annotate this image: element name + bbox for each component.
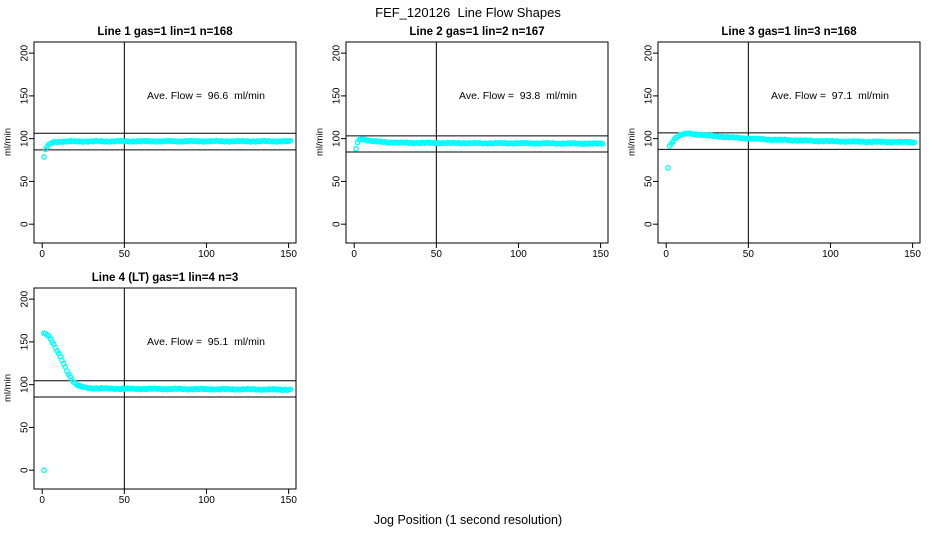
panel-line-1: 0 50 100 150 0 50 100 150 200 Line 1 gas=1 lin=1… [0,26,312,262]
x-axis-label: Jog Position (1 second resolution) [373,513,563,527]
y-tick-label: 200 [644,44,655,61]
x-tick-label: 0 [663,249,669,260]
y-tick-label: 200 [332,44,343,61]
x-tick-label: 150 [280,249,297,260]
y-tick-label: 200 [20,44,31,61]
plot-box [657,41,921,244]
panel-title: Line 3 gas=1 lin=3 n=168 [721,26,857,38]
panel-line-4: 0 50 100 150 0 50 100 150 200 Line 4 (LT) gas=1 … [0,272,312,508]
x-tick-label: 100 [198,495,215,506]
ave-flow-annotation: Ave. Flow = 97.1 ml/min [771,90,889,102]
y-tick-label: 150 [332,87,343,104]
plot-area-line-1: 0 50 100 150 0 50 100 150 200 [20,41,297,260]
plot-area-line-2: 0 50 100 150 0 50 100 150 200 [332,41,609,260]
data-point [599,141,606,147]
x-tick-label: 150 [904,249,921,260]
y-tick-label: 0 [20,221,31,227]
plot-area-line-3: 0 50 100 150 0 50 100 150 200 [644,41,921,260]
data-point [665,164,671,171]
data-point [353,146,359,152]
y-tick-label: 0 [332,221,343,227]
panel-title: Line 1 gas=1 lin=1 n=168 [97,26,233,38]
plot-area-line-4: 0 50 100 150 0 50 100 150 200 [20,287,297,506]
y-tick-label: 150 [20,87,31,104]
x-tick-label: 150 [592,249,609,260]
data-point [41,154,47,160]
y-axis-label: ml/min [2,374,14,402]
x-tick-label: 0 [39,249,45,260]
y-tick-label: 0 [644,221,655,227]
panel-line-3: 0 50 100 150 0 50 100 150 200 Line 3 gas=1 lin=3… [624,26,936,262]
plot-box [33,41,297,244]
y-axis-label: ml/min [626,128,638,156]
x-tick-label: 50 [431,249,443,260]
y-tick-label: 50 [332,175,343,187]
y-tick-label: 150 [644,87,655,104]
panel-title: Line 2 gas=1 lin=2 n=167 [409,26,545,38]
y-tick-label: 50 [20,421,31,433]
panel-title: Line 4 (LT) gas=1 lin=4 n=3 [91,272,239,284]
y-tick-label: 50 [644,175,655,187]
y-tick-label: 50 [20,175,31,187]
y-tick-label: 150 [20,333,31,350]
plot-box [33,287,297,490]
x-tick-label: 50 [119,249,131,260]
ave-flow-annotation: Ave. Flow = 93.8 ml/min [459,90,577,102]
y-tick-label: 200 [20,290,31,307]
x-tick-label: 150 [280,495,297,506]
main-title: FEF_120126 Line Flow Shapes [375,5,561,20]
panel-line-2: 0 50 100 150 0 50 100 150 200 Line 2 gas=1 lin=2… [312,26,624,262]
x-tick-label: 100 [510,249,527,260]
x-tick-label: 100 [822,249,839,260]
x-tick-label: 100 [198,249,215,260]
y-tick-label: 0 [20,467,31,473]
x-tick-label: 50 [119,495,131,506]
y-axis-label: ml/min [2,128,14,156]
x-tick-label: 50 [743,249,755,260]
x-tick-label: 0 [351,249,357,260]
ave-flow-annotation: Ave. Flow = 95.1 ml/min [147,336,265,348]
y-axis-label: ml/min [314,128,326,156]
data-point [287,386,294,393]
y-tick-label: 100 [332,130,343,147]
plot-box [345,41,609,244]
y-tick-label: 100 [20,376,31,393]
x-tick-label: 0 [39,495,45,506]
data-point [911,139,918,146]
y-tick-label: 100 [20,130,31,147]
ave-flow-annotation: Ave. Flow = 96.6 ml/min [147,90,265,102]
data-point [41,467,47,474]
y-tick-label: 100 [644,130,655,147]
data-point [287,137,294,144]
